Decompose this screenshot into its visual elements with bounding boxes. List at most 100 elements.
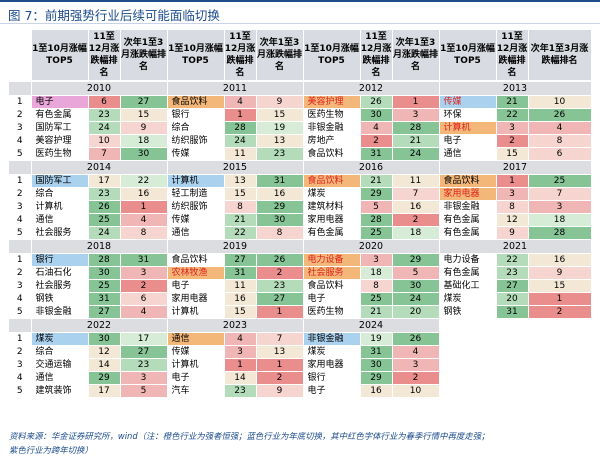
- next-q1-rank: 18: [120, 134, 168, 148]
- empty-cell: [528, 358, 592, 372]
- header-top5: 1至10月涨幅TOP5: [31, 30, 89, 82]
- industry-name: 食品饮料: [439, 174, 497, 188]
- year-label: 2024: [303, 318, 440, 333]
- next-q1-rank: 7: [392, 187, 440, 201]
- table-row: 5 非银金融 27 4 计算机 15 1 医药生物 21 20 钢铁 31 2: [9, 305, 592, 319]
- industry-name: 电子: [167, 279, 225, 293]
- nov-dec-rank: 19: [360, 332, 393, 346]
- nov-dec-rank: 9: [496, 226, 529, 240]
- next-q1-rank: 1: [392, 95, 440, 109]
- empty-cell: [528, 384, 592, 398]
- industry-name: 煤炭: [303, 345, 361, 359]
- nov-dec-rank: 2: [360, 134, 393, 148]
- industry-name: 医药生物: [303, 305, 361, 319]
- nov-dec-rank: 11: [224, 147, 257, 161]
- year-label-empty: [439, 318, 592, 333]
- next-q1-rank: 15: [256, 108, 304, 122]
- industry-name: 通信: [31, 213, 89, 227]
- industry-name: 钢铁: [439, 305, 497, 319]
- nov-dec-rank: 29: [360, 187, 393, 201]
- table-row: 5 建筑装饰 17 5 汽车 23 9 电子 16 10: [9, 384, 592, 398]
- year-label: 2017: [439, 160, 592, 175]
- nov-dec-rank: 31: [496, 305, 529, 319]
- nov-dec-rank: 5: [360, 200, 393, 214]
- nov-dec-rank: 2: [496, 134, 529, 148]
- empty-cell: [439, 358, 497, 372]
- rank-index: 4: [9, 134, 32, 148]
- industry-name: 家用电器: [303, 358, 361, 372]
- next-q1-rank: 30: [120, 147, 168, 161]
- source-note-line-1: 资料来源：华金证券研究所，wind（注：橙色行业为强者恒强；蓝色行业为年底切换，…: [9, 431, 490, 441]
- table-row: 5 医药生物 7 30 传媒 11 23 食品饮料 31 24 通信 15 6: [9, 147, 592, 161]
- next-q1-rank: 18: [528, 213, 592, 227]
- industry-name: 美容护理: [303, 95, 361, 109]
- nov-dec-rank: 22: [496, 253, 529, 267]
- nov-dec-rank: 25: [88, 213, 121, 227]
- industry-name: 非银金融: [303, 332, 361, 346]
- next-q1-rank: 13: [256, 345, 304, 359]
- industry-name: 非银金融: [303, 121, 361, 135]
- next-q1-rank: 27: [120, 95, 168, 109]
- nov-dec-rank: 28: [224, 121, 257, 135]
- nov-dec-rank: 25: [360, 292, 393, 306]
- next-q1-rank: 7: [528, 187, 592, 201]
- industry-name: 计算机: [167, 358, 225, 372]
- next-q1-rank: 23: [256, 147, 304, 161]
- industry-name: 食品饮料: [167, 253, 225, 267]
- industry-name: 传媒: [167, 213, 225, 227]
- table-row: 3 交通运输 14 23 计算机 1 1 家用电器 30 3: [9, 358, 592, 372]
- nov-dec-rank: 18: [360, 266, 393, 280]
- industry-name: 基础化工: [439, 279, 497, 293]
- nov-dec-rank: 31: [360, 345, 393, 359]
- year-row-index-cell: [9, 81, 32, 96]
- nov-dec-rank: 29: [360, 371, 393, 385]
- next-q1-rank: 22: [120, 174, 168, 188]
- next-q1-rank: 30: [256, 213, 304, 227]
- industry-name: 社会服务: [303, 266, 361, 280]
- table-row: 4 通信 25 4 传媒 21 30 家用电器 28 2 有色金属 12 18: [9, 213, 592, 227]
- nov-dec-rank: 24: [88, 226, 121, 240]
- table-header-row: 1至10月涨幅TOP5 11至12月涨跌幅排名 次年1至3月涨跌幅排名 1至10…: [9, 30, 592, 82]
- rank-index: 4: [9, 213, 32, 227]
- rank-index: 3: [9, 358, 32, 372]
- nov-dec-rank: 31: [224, 266, 257, 280]
- year-label: 2012: [303, 81, 440, 96]
- rank-index: 2: [9, 266, 32, 280]
- header-nov-dec: 11至12月涨跌幅排名: [224, 30, 257, 82]
- rank-index: 4: [9, 371, 32, 385]
- nov-dec-rank: 31: [360, 147, 393, 161]
- next-q1-rank: 26: [392, 332, 440, 346]
- table-row: 1 煤炭 30 17 通信 4 7 非银金融 19 26: [9, 332, 592, 346]
- table-row: 3 计算机 26 1 纺织服饰 8 29 建筑材料 5 16 非银金融 8 3: [9, 200, 592, 214]
- nov-dec-rank: 12: [496, 213, 529, 227]
- industry-name: 银行: [31, 253, 89, 267]
- year-label: 2022: [31, 318, 168, 333]
- nov-dec-rank: 12: [88, 345, 121, 359]
- next-q1-rank: 2: [256, 371, 304, 385]
- industry-name: 环保: [439, 108, 497, 122]
- nov-dec-rank: 24: [88, 121, 121, 135]
- industry-name: 社会服务: [31, 279, 89, 293]
- nov-dec-rank: 17: [88, 384, 121, 398]
- next-q1-rank: 10: [528, 95, 592, 109]
- next-q1-rank: 2: [392, 371, 440, 385]
- next-q1-rank: 9: [256, 95, 304, 109]
- next-q1-rank: 30: [392, 279, 440, 293]
- nov-dec-rank: 21: [360, 174, 393, 188]
- nov-dec-rank: 17: [88, 174, 121, 188]
- industry-name: 国防军工: [31, 174, 89, 188]
- industry-name: 电子: [303, 384, 361, 398]
- nov-dec-rank: 27: [224, 253, 257, 267]
- industry-name: 有色金属: [439, 266, 497, 280]
- industry-name: 煤炭: [303, 187, 361, 201]
- year-label: 2014: [31, 160, 168, 175]
- table-row: 1 国防军工 17 22 计算机 13 31 食品饮料 21 11 食品饮料 1 25: [9, 174, 592, 188]
- nov-dec-rank: 8: [224, 200, 257, 214]
- industry-name: 房地产: [303, 134, 361, 148]
- nov-dec-rank: 8: [496, 200, 529, 214]
- industry-name: 传媒: [439, 95, 497, 109]
- nov-dec-rank: 7: [88, 147, 121, 161]
- nov-dec-rank: 13: [224, 174, 257, 188]
- next-q1-rank: 1: [120, 200, 168, 214]
- header-top5: 1至10月涨幅TOP5: [303, 30, 361, 82]
